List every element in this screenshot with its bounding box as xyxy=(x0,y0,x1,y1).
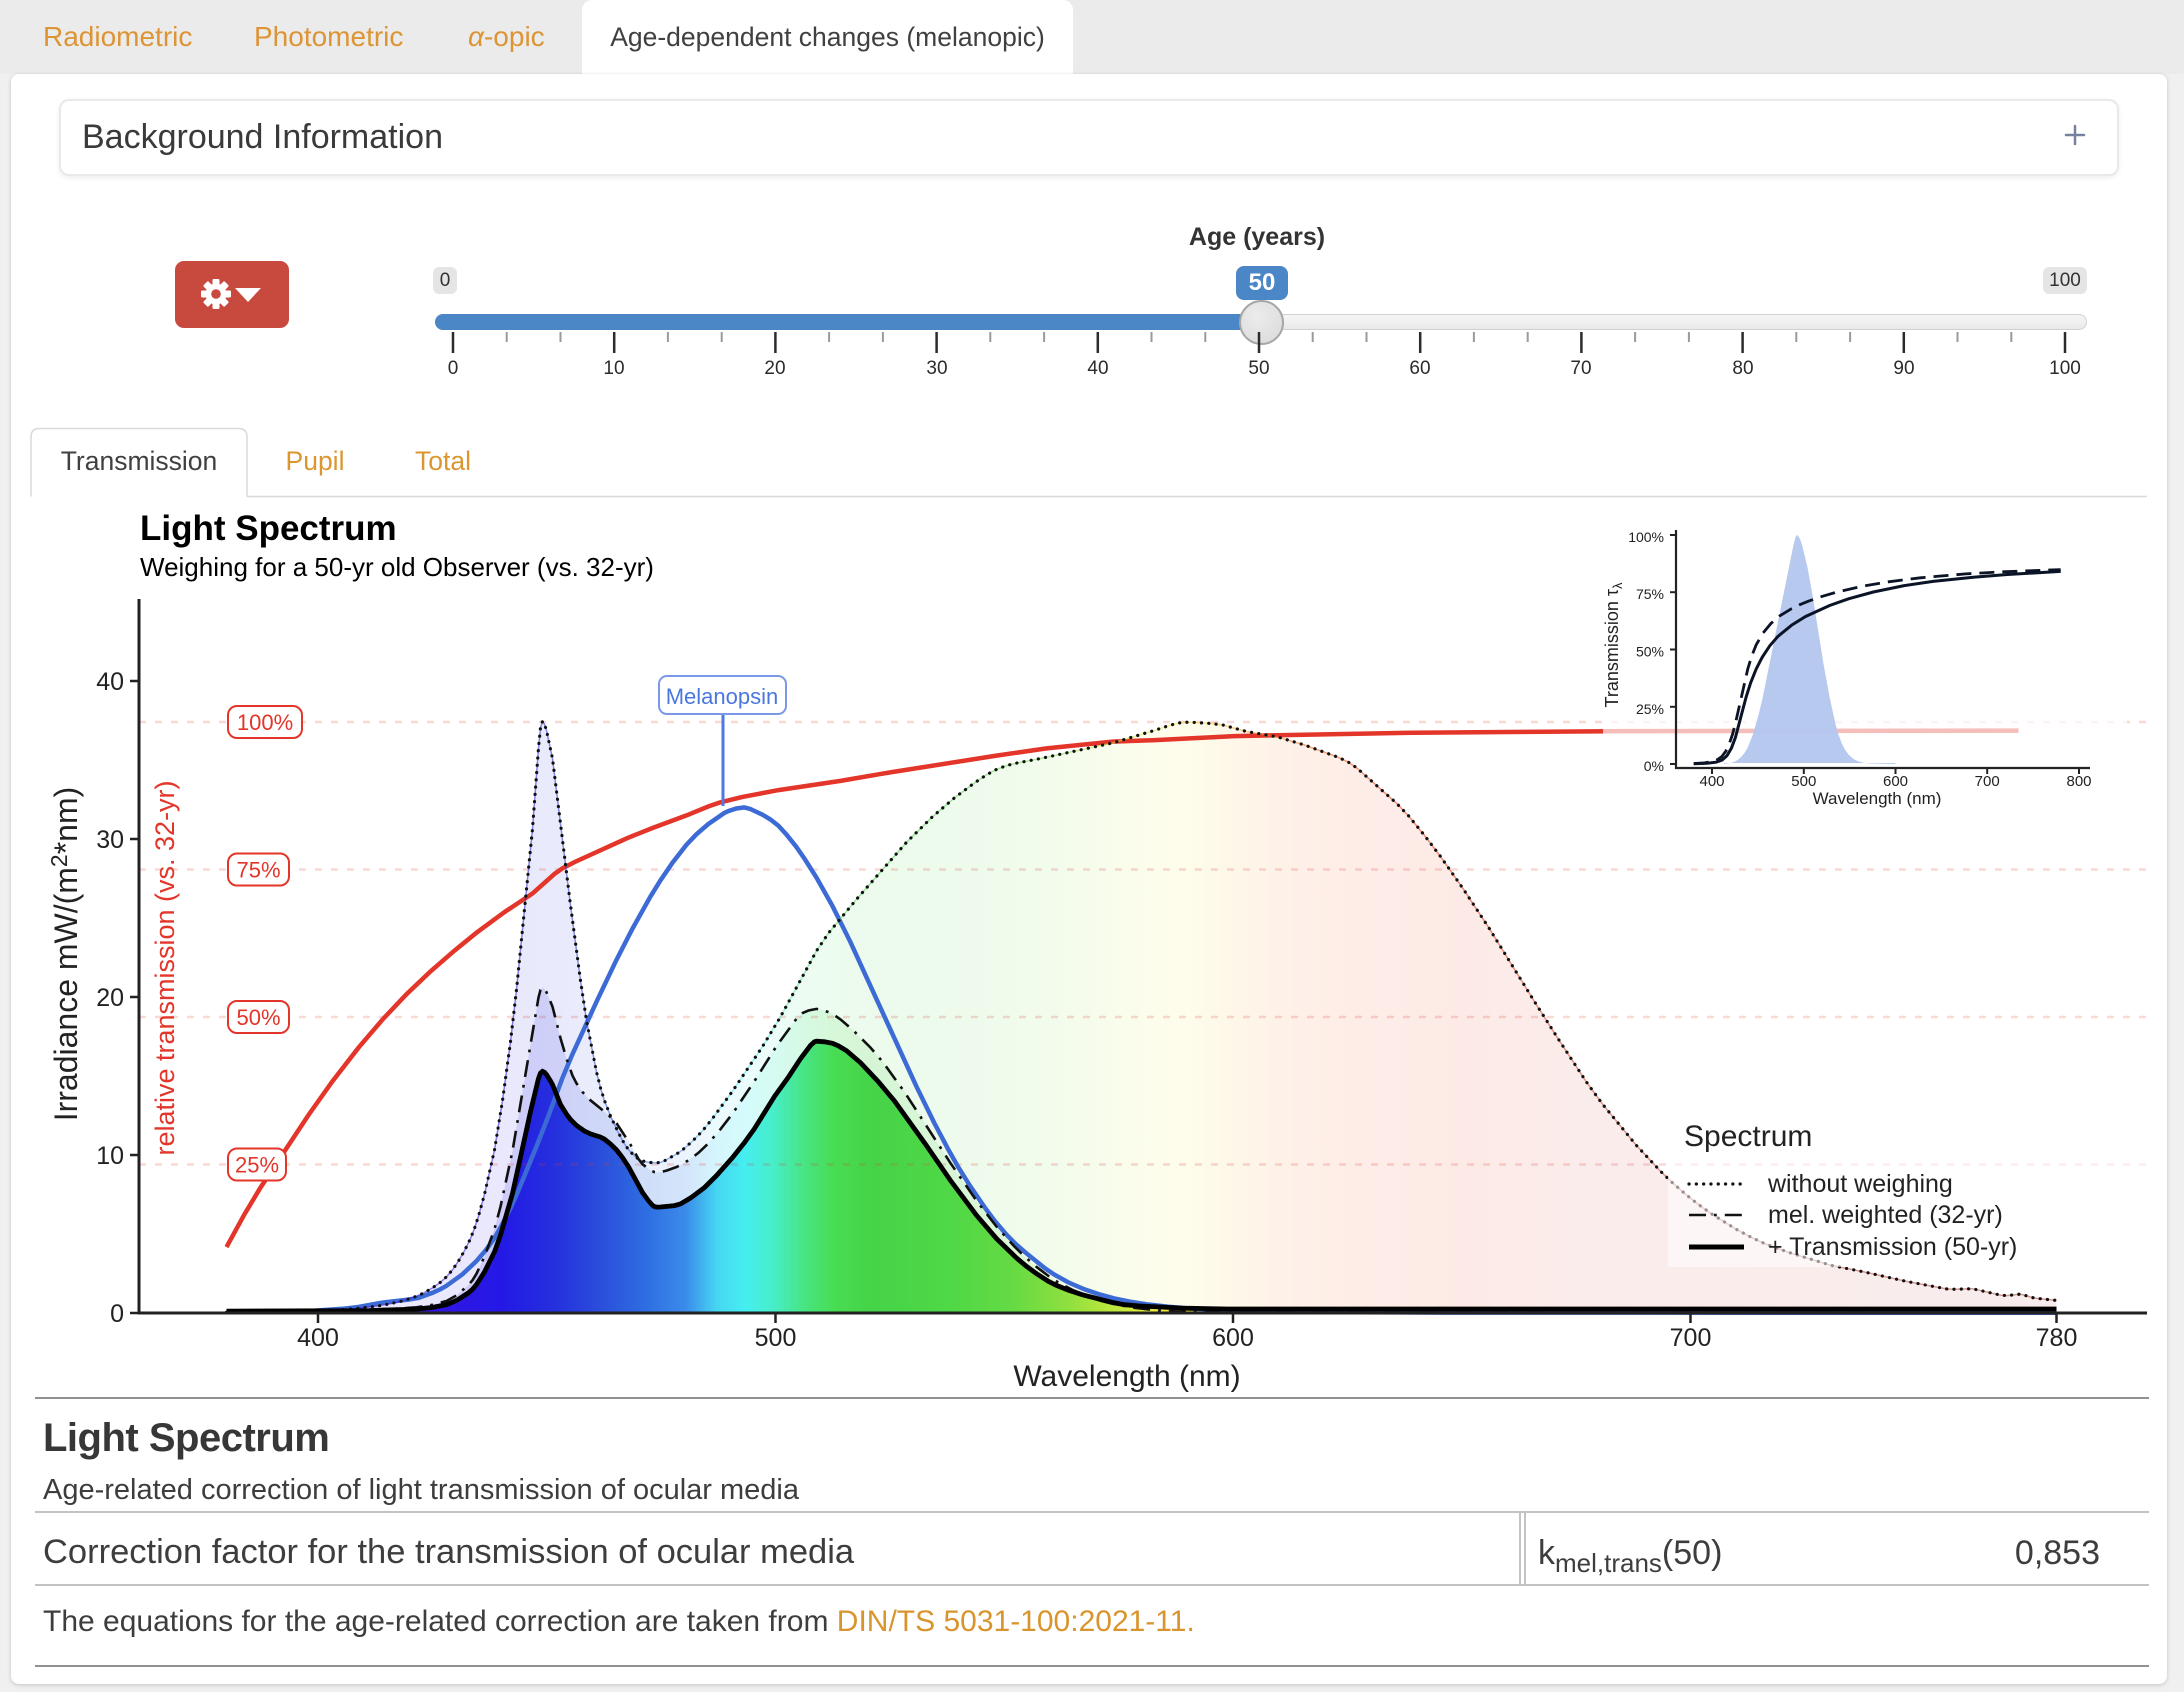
svg-text:20: 20 xyxy=(764,358,785,379)
svg-text:400: 400 xyxy=(1699,773,1724,790)
svg-text:600: 600 xyxy=(1212,1324,1254,1352)
svg-text:without weighing: without weighing xyxy=(1767,1170,1953,1198)
svg-text:10: 10 xyxy=(96,1142,124,1170)
svg-text:75%: 75% xyxy=(236,858,280,883)
svg-text:700: 700 xyxy=(1670,1324,1712,1352)
svg-text:Wavelength (nm): Wavelength (nm) xyxy=(1813,789,1942,808)
svg-text:30: 30 xyxy=(926,358,947,379)
svg-text:700: 700 xyxy=(1975,773,2000,790)
svg-text:25%: 25% xyxy=(235,1153,279,1178)
svg-text:Pupil: Pupil xyxy=(286,446,345,476)
svg-text:100: 100 xyxy=(2049,358,2081,379)
svg-text:relative transmission (vs. 32-: relative transmission (vs. 32-yr) xyxy=(150,780,180,1155)
svg-text:40: 40 xyxy=(1087,358,1108,379)
svg-text:100%: 100% xyxy=(1628,529,1664,545)
svg-text:50: 50 xyxy=(1248,358,1269,379)
svg-text:500: 500 xyxy=(755,1324,797,1352)
svg-text:500: 500 xyxy=(1791,773,1816,790)
svg-text:10: 10 xyxy=(603,358,624,379)
svg-text:+ Transmission (50-yr): + Transmission (50-yr) xyxy=(1768,1233,2017,1261)
svg-text:Light Spectrum: Light Spectrum xyxy=(140,509,397,548)
svg-text:Weighing for a 50-yr old Obser: Weighing for a 50-yr old Observer (vs. 3… xyxy=(140,552,654,582)
svg-text:Wavelength (nm): Wavelength (nm) xyxy=(1013,1360,1240,1393)
svg-text:780: 780 xyxy=(2036,1324,2078,1352)
svg-text:50%: 50% xyxy=(236,1005,280,1030)
svg-text:Transmission τλ: Transmission τλ xyxy=(1602,582,1625,707)
svg-text:Transmission: Transmission xyxy=(61,446,218,476)
svg-text:20: 20 xyxy=(96,984,124,1012)
svg-text:90: 90 xyxy=(1893,358,1914,379)
svg-text:Melanopsin: Melanopsin xyxy=(666,684,779,709)
svg-text:600: 600 xyxy=(1883,773,1908,790)
svg-text:0%: 0% xyxy=(1644,758,1664,774)
svg-text:25%: 25% xyxy=(1636,701,1664,717)
svg-text:Irradiance mW/(m2*nm): Irradiance mW/(m2*nm) xyxy=(46,787,84,1122)
svg-text:400: 400 xyxy=(297,1324,339,1352)
svg-text:70: 70 xyxy=(1570,358,1591,379)
svg-text:60: 60 xyxy=(1409,358,1430,379)
svg-text:mel. weighted (32-yr): mel. weighted (32-yr) xyxy=(1768,1201,2003,1229)
svg-text:Total: Total xyxy=(415,446,471,476)
svg-text:0: 0 xyxy=(110,1300,124,1328)
svg-text:75%: 75% xyxy=(1636,586,1664,602)
svg-text:Spectrum: Spectrum xyxy=(1684,1120,1812,1153)
svg-text:40: 40 xyxy=(96,668,124,696)
svg-text:50%: 50% xyxy=(1636,644,1664,660)
svg-text:100%: 100% xyxy=(237,710,293,735)
svg-text:800: 800 xyxy=(2066,773,2091,790)
svg-text:0: 0 xyxy=(448,358,459,379)
svg-text:30: 30 xyxy=(96,826,124,854)
svg-text:80: 80 xyxy=(1732,358,1753,379)
